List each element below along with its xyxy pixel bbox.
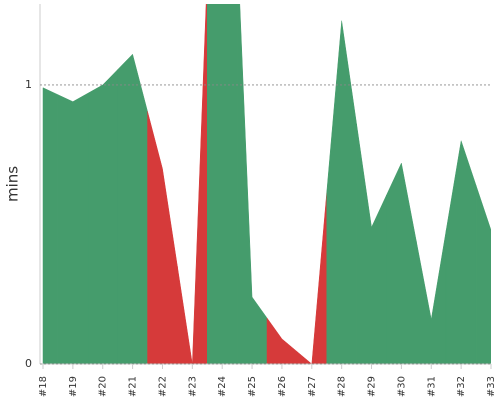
area-segment <box>177 4 208 364</box>
area-segment <box>266 317 298 364</box>
x-tick-label: #30 <box>396 376 407 397</box>
area-segment <box>207 4 238 364</box>
area-segment <box>236 4 268 364</box>
x-tick-label: #19 <box>68 376 79 397</box>
x-tick-label: #25 <box>247 376 258 397</box>
x-tick-label: #20 <box>98 376 109 397</box>
area-segment <box>445 140 477 364</box>
x-tick-label: #28 <box>337 376 348 397</box>
area-segment <box>57 92 89 364</box>
x-tick-label: #31 <box>426 376 437 397</box>
area-group <box>42 4 491 364</box>
area-segment <box>475 185 491 364</box>
y-tick-label: 0 <box>25 357 32 370</box>
x-tick-label: #33 <box>486 376 497 397</box>
area-segment <box>117 53 148 364</box>
x-tick-label: #18 <box>38 376 49 397</box>
x-tick-label: #21 <box>128 376 139 397</box>
x-tick-label: #26 <box>277 376 288 397</box>
area-segment <box>42 87 59 364</box>
area-segment <box>296 192 327 364</box>
x-tick-label: #22 <box>157 376 168 397</box>
x-tick-label: #24 <box>217 376 228 397</box>
area-segment <box>416 230 447 364</box>
x-tick-label: #23 <box>187 376 198 397</box>
x-tick-label: #27 <box>307 376 318 397</box>
area-segment <box>356 123 387 364</box>
x-tick-label: #32 <box>456 376 467 397</box>
y-tick-label: 1 <box>25 78 32 91</box>
x-tick-label: #29 <box>367 376 378 397</box>
y-axis-label: mins <box>4 166 22 202</box>
area-segment <box>87 68 118 364</box>
area-segment <box>386 162 417 364</box>
area-segment <box>147 111 178 364</box>
area-segment <box>326 20 357 364</box>
